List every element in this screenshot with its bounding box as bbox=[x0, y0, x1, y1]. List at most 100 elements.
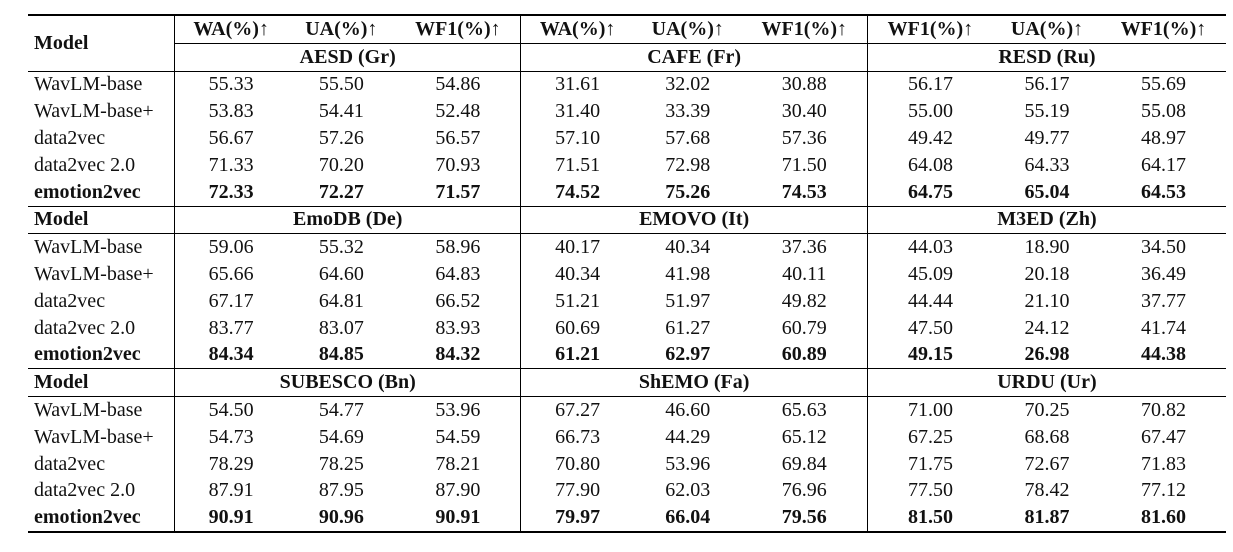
score: 56.57 bbox=[435, 127, 481, 150]
score: 77.12 bbox=[1140, 479, 1186, 502]
score: 57.68 bbox=[665, 127, 711, 150]
score: 70.20 bbox=[318, 153, 364, 176]
score: 64.81 bbox=[318, 289, 364, 312]
score: 81.60 bbox=[1140, 506, 1186, 529]
model-name: WavLM-base bbox=[28, 396, 175, 424]
score: 55.50 bbox=[287, 70, 396, 99]
dataset-header: EMOVO (It) bbox=[520, 205, 868, 234]
dataset-header: URDU (Ur) bbox=[866, 368, 1226, 397]
score: 34.50 bbox=[1100, 233, 1226, 262]
score: 21.10 bbox=[1024, 289, 1070, 312]
model-name: data2vec bbox=[28, 450, 175, 478]
model-name: WavLM-base bbox=[28, 233, 175, 262]
dataset-header: EmoDB (De) bbox=[173, 205, 521, 234]
metric-header: WF1(%)↑ bbox=[866, 15, 994, 44]
score: 71.33 bbox=[174, 151, 288, 179]
model-name: data2vec bbox=[28, 125, 175, 152]
table-row: WavLM-base 54.50 54.77 53.96 67.27 46.60 65.63… bbox=[28, 396, 1226, 424]
score: 24.12 bbox=[1024, 316, 1070, 339]
score: 90.91 bbox=[174, 504, 288, 533]
score: 71.00 bbox=[866, 396, 994, 424]
table-row: emotion2vec 84.34 84.85 84.32 61.21 62.97 60.8… bbox=[28, 341, 1226, 369]
table-row: data2vec 2.0 71.33 70.20 70.93 71.51 72.98 71.… bbox=[28, 151, 1226, 179]
row-header: Model bbox=[28, 368, 175, 397]
metric-header: WF1(%)↑ bbox=[1100, 15, 1226, 44]
score: 90.96 bbox=[318, 506, 364, 529]
score: 78.25 bbox=[318, 452, 364, 475]
score: 60.89 bbox=[781, 343, 827, 366]
table-row: WavLM-base 59.06 55.32 58.96 40.17 40.34 37.36… bbox=[28, 233, 1226, 262]
score: 81.87 bbox=[1024, 506, 1070, 529]
score: 61.21 bbox=[520, 341, 634, 369]
score: 64.60 bbox=[318, 263, 364, 286]
score: 84.32 bbox=[435, 343, 481, 366]
score: 75.26 bbox=[665, 180, 711, 203]
dataset-header: AESD (Gr) bbox=[173, 43, 521, 72]
score: 78.21 bbox=[435, 452, 481, 475]
score: 40.34 bbox=[633, 233, 742, 262]
score: 65.04 bbox=[1024, 180, 1070, 203]
score: 72.67 bbox=[1024, 452, 1070, 475]
score: 37.77 bbox=[1140, 289, 1186, 312]
dataset-header: M3ED (Zh) bbox=[866, 205, 1226, 234]
score: 20.18 bbox=[1024, 263, 1070, 286]
score: 83.07 bbox=[318, 316, 364, 339]
dataset-header: CAFE (Fr) bbox=[520, 43, 868, 72]
results-table: Model WA(%)↑ UA(%)↑ WF1(%)↑ WA(%)↑ UA(%)↑ WF1(… bbox=[28, 14, 1226, 534]
model-name: emotion2vec bbox=[28, 341, 175, 369]
score: 70.80 bbox=[520, 450, 634, 478]
score: 64.53 bbox=[1140, 180, 1186, 203]
score: 40.34 bbox=[520, 261, 634, 288]
table-row: WavLM-base+ 54.73 54.69 54.59 66.73 44.29 65.1… bbox=[28, 423, 1226, 451]
score: 61.27 bbox=[665, 316, 711, 339]
score: 41.98 bbox=[665, 263, 711, 286]
model-name: data2vec 2.0 bbox=[28, 477, 175, 505]
score: 71.50 bbox=[781, 153, 827, 176]
score: 66.73 bbox=[520, 423, 634, 451]
table-row: data2vec 67.17 64.81 66.52 51.21 51.97 49.82 44… bbox=[28, 287, 1226, 315]
score: 71.83 bbox=[1140, 452, 1186, 475]
table-row: data2vec 78.29 78.25 78.21 70.80 53.96 69.84 71… bbox=[28, 450, 1226, 478]
score: 40.17 bbox=[520, 233, 634, 262]
score: 54.77 bbox=[287, 396, 396, 424]
model-name: emotion2vec bbox=[28, 178, 175, 207]
score: 33.39 bbox=[665, 100, 711, 123]
model-name: WavLM-base bbox=[28, 70, 175, 99]
score: 55.33 bbox=[174, 70, 288, 99]
score: 55.00 bbox=[866, 98, 994, 126]
score: 18.90 bbox=[993, 233, 1101, 262]
score: 57.26 bbox=[318, 127, 364, 150]
dataset-header: SUBESCO (Bn) bbox=[173, 368, 521, 397]
score: 40.11 bbox=[782, 263, 827, 286]
score: 70.82 bbox=[1100, 396, 1226, 424]
score: 31.61 bbox=[520, 70, 634, 99]
model-name: data2vec 2.0 bbox=[28, 314, 175, 342]
score: 49.77 bbox=[1024, 127, 1070, 150]
score: 54.41 bbox=[318, 100, 364, 123]
table-row: WavLM-base+ 65.66 64.60 64.83 40.34 41.98 40.1… bbox=[28, 261, 1226, 288]
metric-header: UA(%)↑ bbox=[633, 15, 742, 44]
score: 78.42 bbox=[1024, 479, 1070, 502]
score: 72.27 bbox=[318, 180, 364, 203]
score: 67.47 bbox=[1140, 425, 1186, 448]
metric-header: UA(%)↑ bbox=[993, 15, 1101, 44]
score: 44.29 bbox=[665, 425, 711, 448]
score: 54.86 bbox=[395, 70, 521, 99]
dataset-header: ShEMO (Fa) bbox=[520, 368, 868, 397]
score: 74.53 bbox=[781, 180, 827, 203]
metric-header: WA(%)↑ bbox=[520, 15, 634, 44]
score: 71.75 bbox=[866, 450, 994, 478]
score: 41.74 bbox=[1140, 316, 1186, 339]
score: 56.17 bbox=[866, 70, 994, 99]
score: 65.63 bbox=[741, 396, 868, 424]
score: 54.73 bbox=[174, 423, 288, 451]
model-name: data2vec bbox=[28, 287, 175, 315]
score: 62.97 bbox=[665, 343, 711, 366]
table-row: WavLM-base 55.33 55.50 54.86 31.61 32.02 30.88… bbox=[28, 70, 1226, 99]
table-row: data2vec 2.0 83.77 83.07 83.93 60.69 61.27 60.… bbox=[28, 314, 1226, 342]
score: 72.98 bbox=[665, 153, 711, 176]
score: 65.66 bbox=[174, 261, 288, 288]
table-row: data2vec 56.67 57.26 56.57 57.10 57.68 57.36 49… bbox=[28, 125, 1226, 152]
table-row: data2vec 2.0 87.91 87.95 87.90 77.90 62.03 76.… bbox=[28, 477, 1226, 505]
